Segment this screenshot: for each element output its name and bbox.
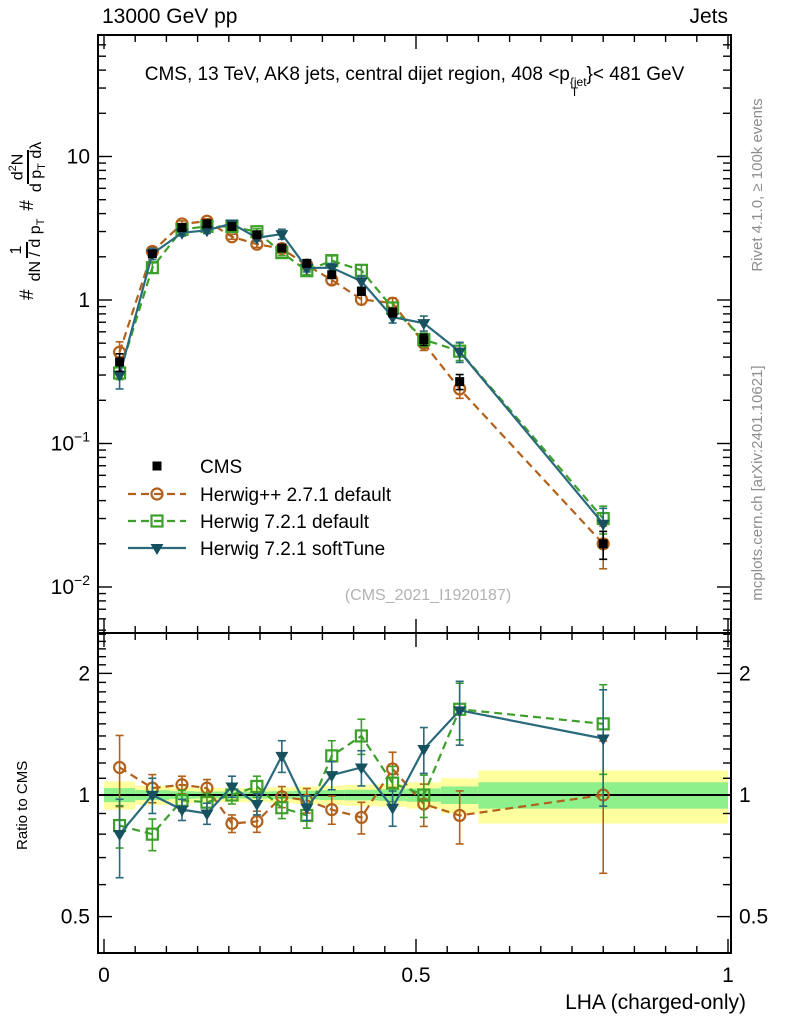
svg-text:10−2: 10−2	[51, 572, 91, 599]
ratio-uncertainty-bands	[98, 770, 731, 824]
ylabel-fraction-1: 1 dN / d pT	[8, 218, 48, 282]
legend-label-herwig7-default: Herwig 7.2.1 default	[200, 512, 370, 533]
svg-text:0.5: 0.5	[61, 906, 90, 929]
svg-text:10−1: 10−1	[51, 429, 91, 456]
svg-text:0.5: 0.5	[739, 906, 768, 929]
svg-text:1: 1	[739, 784, 751, 807]
svg-text:1: 1	[722, 964, 734, 987]
svg-text:2: 2	[739, 662, 751, 685]
legend-label-cms: CMS	[200, 457, 242, 478]
mcplots-attribution: mcplots.cern.ch [arXiv:2401.10621]	[749, 365, 766, 601]
svg-text:10: 10	[67, 146, 90, 169]
axis-ticks	[98, 34, 731, 953]
ylabel-fraction-2: d2N d pT dλ	[7, 141, 49, 193]
rivet-version-note: Rivet 4.1.0, ≥ 100k events	[749, 98, 766, 272]
svg-text:1: 1	[78, 784, 90, 807]
main-panel-frame	[97, 34, 732, 634]
svg-text:1: 1	[78, 289, 90, 312]
legend-marker-samples	[128, 461, 186, 555]
ratio-y-axis-label: Ratio to CMS	[14, 760, 31, 850]
legend-label-herwigpp: Herwig++ 2.7.1 default	[200, 485, 392, 506]
header-process: Jets	[689, 5, 728, 28]
legend: CMS Herwig++ 2.7.1 default Herwig 7.2.1 …	[128, 457, 392, 560]
svg-text:0.5: 0.5	[401, 964, 430, 987]
legend-label-herwig7-softtune: Herwig 7.2.1 softTune	[200, 539, 385, 560]
title-pt-superscript: {jet T	[569, 75, 587, 99]
panel-frames	[97, 34, 732, 954]
plot-title: CMS, 13 TeV, AK8 jets, central dijet reg…	[144, 64, 685, 99]
main-panel-series	[112, 214, 610, 570]
analysis-id-watermark: (CMS_2021_I1920187)	[344, 587, 512, 604]
svg-text:2: 2	[78, 662, 90, 685]
x-axis-label: LHA (charged-only)	[565, 991, 746, 1014]
header-beam-energy: 13000 GeV pp	[102, 5, 238, 28]
axis-tick-labels: 0 0.5 1 10 1 10−1 10−2 2 2 1 1 0.5 0.5	[51, 146, 769, 988]
ratio-panel-frame	[97, 632, 732, 954]
main-y-axis-label: #1 dN / d pT # d2N d pT dλ	[7, 141, 49, 300]
ratio-panel-series	[112, 680, 610, 879]
svg-text:0: 0	[98, 964, 110, 987]
